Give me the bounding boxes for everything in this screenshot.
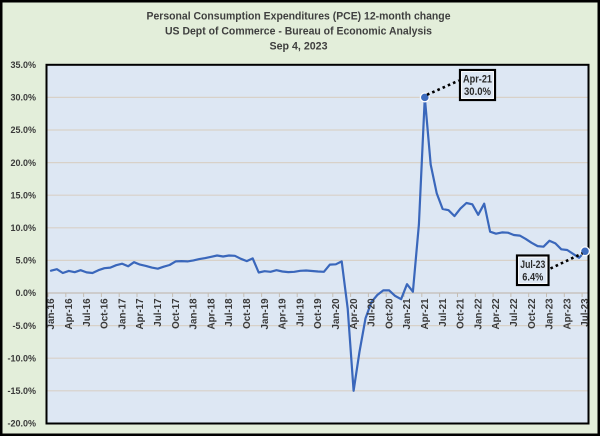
svg-text:Personal Consumption Expenditu: Personal Consumption Expenditures (PCE) … [147, 11, 451, 23]
svg-text:Oct-19: Oct-19 [313, 298, 324, 329]
svg-text:6.4%: 6.4% [522, 272, 543, 284]
svg-text:Jul-22: Jul-22 [509, 298, 520, 327]
svg-text:Sep 4, 2023: Sep 4, 2023 [270, 40, 328, 52]
svg-text:0.0%: 0.0% [15, 288, 36, 298]
svg-text:10.0%: 10.0% [10, 223, 36, 233]
svg-text:Apr-23: Apr-23 [562, 298, 573, 330]
svg-text:-5.0%: -5.0% [12, 321, 36, 331]
svg-text:Oct-21: Oct-21 [456, 298, 467, 329]
svg-text:Jan-23: Jan-23 [545, 298, 556, 330]
svg-text:Oct-17: Oct-17 [171, 298, 182, 329]
svg-text:-10.0%: -10.0% [7, 353, 36, 363]
svg-text:Apr-18: Apr-18 [206, 298, 217, 330]
svg-text:5.0%: 5.0% [15, 256, 36, 266]
svg-text:Oct-18: Oct-18 [242, 298, 253, 329]
svg-text:20.0%: 20.0% [10, 158, 36, 168]
svg-text:Apr-19: Apr-19 [278, 298, 289, 330]
svg-text:Apr-16: Apr-16 [64, 298, 75, 330]
svg-text:Apr-21: Apr-21 [420, 298, 431, 330]
svg-text:15.0%: 15.0% [10, 190, 36, 200]
svg-text:Jul-19: Jul-19 [295, 298, 306, 327]
svg-text:30.0%: 30.0% [10, 93, 36, 103]
svg-text:Jan-18: Jan-18 [189, 298, 200, 330]
svg-text:Jul-18: Jul-18 [224, 298, 235, 327]
svg-text:Apr-21: Apr-21 [463, 74, 492, 86]
svg-text:Jan-20: Jan-20 [331, 298, 342, 330]
svg-text:Jul-20: Jul-20 [367, 298, 378, 327]
svg-text:Jan-17: Jan-17 [117, 298, 128, 330]
svg-text:Jan-16: Jan-16 [46, 298, 57, 330]
svg-text:Jan-19: Jan-19 [260, 298, 271, 330]
svg-text:Jul-23: Jul-23 [580, 298, 591, 327]
svg-text:Jul-21: Jul-21 [438, 298, 449, 327]
svg-text:-20.0%: -20.0% [7, 419, 36, 429]
svg-text:Jan-22: Jan-22 [473, 298, 484, 330]
svg-text:Apr-17: Apr-17 [135, 298, 146, 330]
svg-text:Jul-17: Jul-17 [153, 298, 164, 327]
svg-text:Oct-20: Oct-20 [384, 298, 395, 329]
svg-text:Jul-16: Jul-16 [82, 298, 93, 327]
svg-text:Apr-20: Apr-20 [349, 298, 360, 330]
svg-text:US Dept of Commerce - Bureau o: US Dept of Commerce - Bureau of Economic… [165, 26, 432, 38]
svg-text:Apr-22: Apr-22 [491, 298, 502, 330]
svg-text:Jan-21: Jan-21 [402, 298, 413, 330]
svg-text:30.0%: 30.0% [464, 86, 491, 98]
svg-text:25.0%: 25.0% [10, 125, 36, 135]
svg-text:Jul-23: Jul-23 [520, 259, 545, 271]
svg-text:Oct-22: Oct-22 [527, 298, 538, 329]
svg-text:35.0%: 35.0% [10, 60, 36, 70]
svg-text:-15.0%: -15.0% [7, 386, 36, 396]
svg-text:Oct-16: Oct-16 [100, 298, 111, 329]
